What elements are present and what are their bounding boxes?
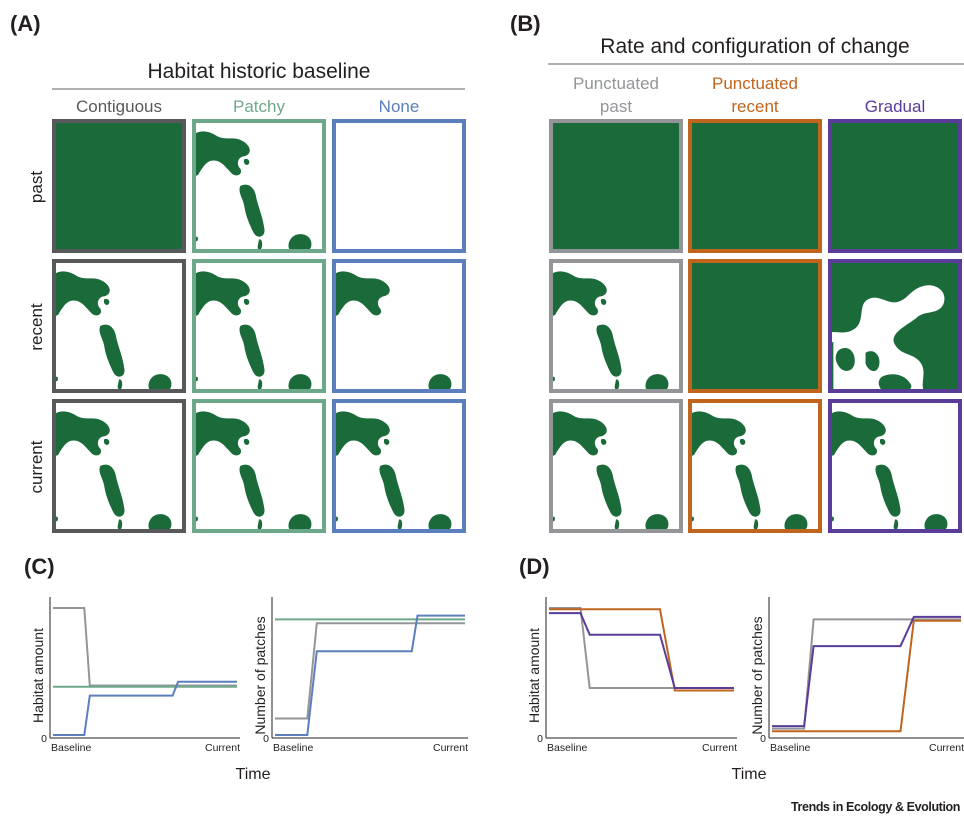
b-tile-r2-c2 — [828, 399, 962, 533]
col-gradual: Gradual — [865, 97, 925, 116]
y-axis-label: Habitat amount — [526, 628, 542, 723]
y-tick-label: 0 — [537, 733, 543, 745]
panel-a-grid — [52, 119, 466, 533]
habitat-fill — [828, 119, 962, 253]
tile-border — [688, 399, 822, 533]
col-punctuated-recent-line1: Punctuated — [712, 74, 798, 93]
y-tick-label: 0 — [760, 733, 766, 745]
tile-border — [549, 119, 683, 253]
panel-label-b: (B) — [510, 11, 541, 36]
tile-border — [828, 399, 962, 533]
x-tick-label-current: Current — [702, 742, 737, 754]
x-tick-label-baseline: Baseline — [273, 742, 313, 754]
habitat-fill — [52, 119, 186, 253]
y-axis-label: Habitat amount — [30, 628, 46, 723]
tile-border — [332, 259, 466, 393]
a-tile-r2-c0 — [52, 399, 186, 533]
x-tick-label-current: Current — [929, 742, 964, 754]
row-label-past: past — [27, 171, 46, 203]
series-line-2 — [275, 614, 465, 736]
b-tile-r2-c0 — [549, 399, 683, 533]
tile-border — [828, 119, 962, 253]
y-axis-label: Number of patches — [252, 616, 268, 734]
row-label-recent: recent — [27, 303, 46, 351]
series-line-0 — [772, 618, 961, 730]
b-tile-r1-c0 — [549, 259, 683, 393]
chart-C-habitat-amount: 0 Baseline Current Habitat amount — [30, 597, 240, 754]
series-line-2 — [549, 612, 734, 689]
panel-b-title: Rate and configuration of change — [600, 35, 909, 58]
series-line-1 — [549, 608, 734, 692]
tile-border — [52, 119, 186, 253]
tile-border — [688, 119, 822, 253]
a-tile-r2-c1 — [192, 399, 326, 533]
a-tile-r0-c0 — [52, 119, 186, 253]
series-line-0 — [275, 622, 465, 720]
series-line-2 — [53, 680, 237, 736]
chart-D-number-of-patches: 0 Baseline Current Number of patches — [749, 597, 964, 754]
tile-border — [192, 259, 326, 393]
panel-label-c: (C) — [24, 554, 55, 579]
row-label-current: current — [27, 440, 46, 493]
x-tick-label-baseline: Baseline — [547, 742, 587, 754]
a-tile-r1-c0 — [52, 259, 186, 393]
x-tick-label-baseline: Baseline — [51, 742, 91, 754]
tile-border — [332, 119, 466, 253]
col-contiguous: Contiguous — [76, 97, 162, 116]
b-tile-r1-c2 — [828, 259, 962, 393]
b-tile-r0-c0 — [549, 119, 683, 253]
series-line-0 — [549, 607, 734, 689]
tile-border — [549, 259, 683, 393]
chart-C-number-of-patches: 0 Baseline Current Number of patches — [252, 597, 468, 754]
x-tick-label-baseline: Baseline — [770, 742, 810, 754]
b-tile-r1-c1 — [688, 259, 822, 393]
a-tile-r0-c1 — [192, 119, 326, 253]
x-tick-label-current: Current — [205, 742, 240, 754]
tile-border — [688, 259, 822, 393]
tile-border — [52, 399, 186, 533]
a-tile-r1-c2 — [332, 259, 466, 393]
col-punctuated-past-line2: past — [600, 97, 632, 116]
col-none: None — [379, 97, 420, 116]
panel-b-grid — [549, 119, 962, 533]
line-charts: 0 Baseline Current Habitat amount 0 Baseline C… — [30, 597, 964, 754]
y-tick-label: 0 — [263, 733, 269, 745]
col-punctuated-recent-line2: recent — [731, 97, 779, 116]
b-tile-r0-c2 — [828, 119, 962, 253]
b-tile-r2-c1 — [688, 399, 822, 533]
habitat-fill — [549, 119, 683, 253]
habitat-fill — [688, 119, 822, 253]
tile-border — [332, 399, 466, 533]
series-line-2 — [772, 615, 961, 728]
tile-border — [828, 259, 962, 393]
tile-border — [549, 399, 683, 533]
panel-label-a: (A) — [10, 11, 41, 36]
panel-label-d: (D) — [519, 554, 550, 579]
x-tick-label-current: Current — [433, 742, 468, 754]
a-tile-r2-c2 — [332, 399, 466, 533]
series-line-0 — [53, 607, 237, 687]
series-line-1 — [772, 619, 961, 733]
tile-border — [192, 119, 326, 253]
col-punctuated-past-line1: Punctuated — [573, 74, 659, 93]
y-tick-label: 0 — [41, 733, 47, 745]
col-patchy: Patchy — [233, 97, 285, 116]
a-tile-r0-c2 — [332, 119, 466, 253]
time-label-c: Time — [236, 766, 271, 783]
chart-D-habitat-amount: 0 Baseline Current Habitat amount — [526, 597, 737, 754]
tile-border — [52, 259, 186, 393]
a-tile-r1-c1 — [192, 259, 326, 393]
time-label-d: Time — [732, 766, 767, 783]
b-tile-r0-c1 — [688, 119, 822, 253]
panel-a-title: Habitat historic baseline — [148, 60, 371, 83]
tile-border — [192, 399, 326, 533]
y-axis-label: Number of patches — [749, 616, 765, 734]
journal-credit: Trends in Ecology & Evolution — [791, 800, 960, 814]
habitat-fill — [688, 259, 822, 393]
